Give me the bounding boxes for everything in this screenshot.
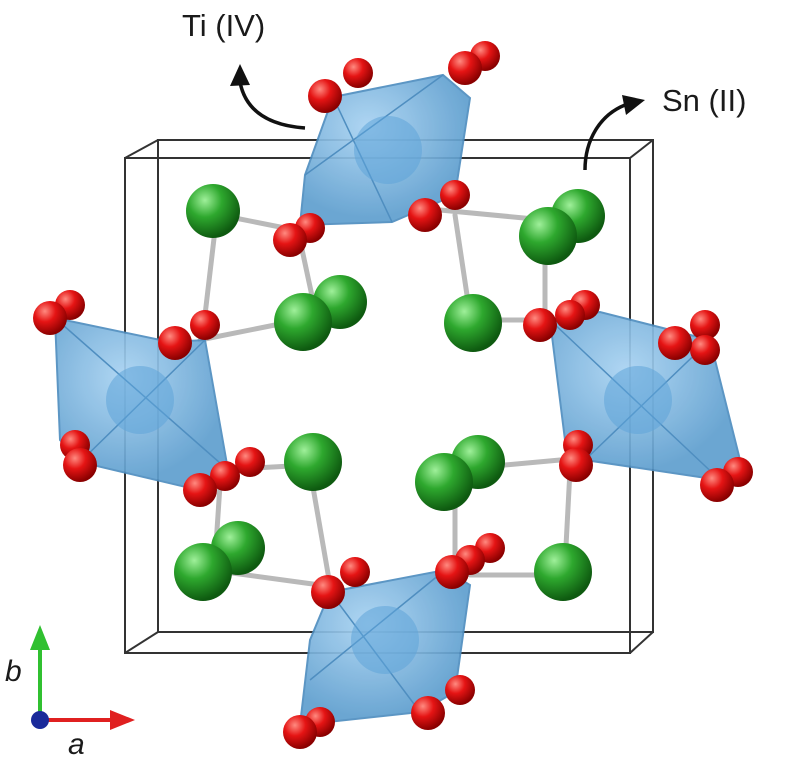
sn-atom <box>534 543 592 601</box>
o-atom <box>273 223 307 257</box>
o-atom <box>63 448 97 482</box>
sn-atom <box>444 294 502 352</box>
o-atom <box>311 575 345 609</box>
sn-atom <box>284 433 342 491</box>
sn-atom <box>174 543 232 601</box>
ti-label-arrow <box>230 64 306 130</box>
o-atom <box>183 473 217 507</box>
o-atom <box>559 448 593 482</box>
o-atoms <box>33 41 753 749</box>
o-atom <box>33 301 67 335</box>
o-atom <box>235 447 265 477</box>
o-atom <box>690 335 720 365</box>
o-atom <box>440 180 470 210</box>
ti-octahedron-top <box>298 73 472 227</box>
axis-a-label: a <box>68 728 85 761</box>
axis-indicator <box>30 625 135 730</box>
sn-atom <box>415 453 473 511</box>
o-atom <box>408 198 442 232</box>
o-atom <box>283 715 317 749</box>
o-atom <box>308 79 342 113</box>
o-atom <box>411 696 445 730</box>
axis-c-origin <box>31 711 49 729</box>
sn-atom <box>274 293 332 351</box>
o-atom <box>343 58 373 88</box>
sn-atom <box>519 207 577 265</box>
o-atom <box>340 557 370 587</box>
ti-label: Ti (IV) <box>182 8 266 43</box>
sn-label: Sn (II) <box>662 83 747 118</box>
o-atom <box>555 300 585 330</box>
o-atom <box>690 310 720 340</box>
o-atom <box>190 310 220 340</box>
o-atom <box>445 675 475 705</box>
axis-b-label: b <box>5 655 22 688</box>
ti-octahedron-bottom <box>298 568 472 727</box>
o-atom <box>158 326 192 360</box>
o-atom <box>210 461 240 491</box>
o-atom <box>700 468 734 502</box>
ti-octahedron-left <box>53 316 230 490</box>
o-atom <box>435 555 469 589</box>
o-atom <box>523 308 557 342</box>
o-atom <box>448 51 482 85</box>
sn-atoms <box>174 184 605 601</box>
o-atom <box>658 326 692 360</box>
sn-label-arrow <box>583 95 645 171</box>
sn-atom <box>186 184 240 238</box>
